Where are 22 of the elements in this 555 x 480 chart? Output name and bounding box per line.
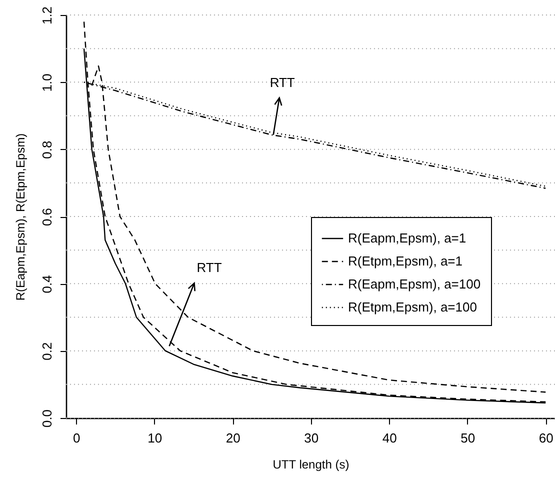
annotation: RTT (196, 260, 222, 276)
x-tick-label: 10 (148, 430, 162, 446)
x-tick-label: 20 (226, 430, 240, 446)
x-tick-label: 0 (73, 430, 80, 446)
x-tick-label: 40 (382, 430, 397, 446)
y-tick-label: 1.0 (40, 74, 54, 92)
legend-label: R(Etpm,Epsm), a=100 (348, 300, 477, 314)
y-tick-label: 0.6 (40, 208, 54, 226)
x-axis-title: UTT length (s) (272, 458, 350, 472)
annotation: RTT (270, 74, 295, 90)
x-tick-label: 30 (304, 430, 319, 446)
x-tick-label: 60 (538, 430, 554, 446)
y-tick-label: 1.2 (40, 6, 54, 25)
y-tick-label: 0.2 (40, 342, 54, 360)
legend-label: R(Eapm,Epsm), a=1 (348, 230, 466, 246)
legend-label: R(Etpm,Epsm), a=1 (348, 254, 463, 268)
y-axis-title: R(Eapm,Epsm), R(Etpm,Epsm) (14, 133, 28, 301)
y-tick-label: 0.4 (40, 275, 54, 294)
x-tick-label: 50 (460, 430, 476, 446)
legend-label: R(Eapm,Epsm), a=100 (348, 276, 481, 292)
y-tick-label: 0.8 (40, 140, 54, 159)
y-tick-label: 0.0 (40, 409, 54, 428)
